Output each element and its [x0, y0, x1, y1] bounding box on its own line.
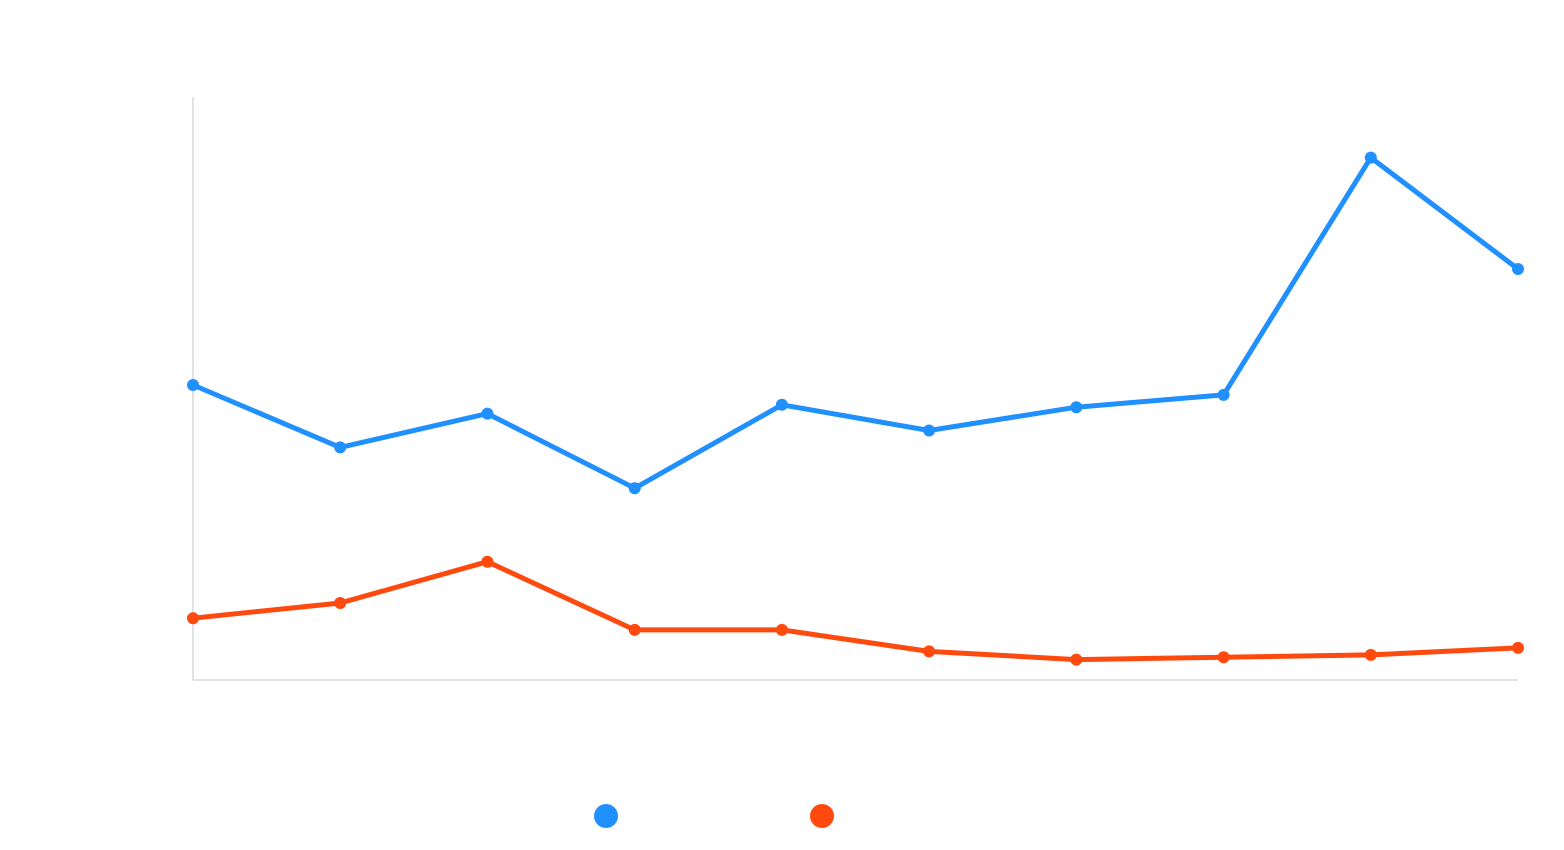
series-2-point-6[interactable]: [923, 645, 936, 658]
series-1-line: [190, 155, 1521, 491]
series-1-point-2[interactable]: [334, 441, 347, 454]
series-2-point-10[interactable]: [1512, 641, 1524, 654]
series-1-point-3[interactable]: [481, 407, 494, 420]
series-layer: [187, 151, 1524, 666]
legend-marker-series-2[interactable]: [810, 804, 834, 828]
series-2-point-4[interactable]: [628, 623, 641, 636]
series-1-point-5[interactable]: [775, 398, 788, 411]
series-2: [187, 555, 1524, 666]
series-1-point-9[interactable]: [1364, 151, 1377, 164]
series-1-point-6[interactable]: [923, 424, 936, 437]
series-2-point-3[interactable]: [481, 555, 494, 568]
series-2-line: [190, 559, 1521, 663]
series-1-point-4[interactable]: [628, 482, 641, 495]
series-1: [187, 151, 1524, 495]
legend: [594, 804, 834, 828]
series-2-point-1[interactable]: [187, 612, 199, 625]
series-1-point-10[interactable]: [1512, 263, 1524, 275]
series-2-point-2[interactable]: [334, 597, 347, 609]
series-1-point-7[interactable]: [1070, 401, 1083, 414]
series-1-point-1[interactable]: [187, 379, 199, 391]
series-1-point-8[interactable]: [1217, 388, 1230, 401]
legend-marker-series-1[interactable]: [594, 804, 618, 828]
series-2-point-8[interactable]: [1217, 651, 1230, 664]
series-2-point-7[interactable]: [1070, 653, 1083, 666]
series-2-point-5[interactable]: [775, 623, 788, 636]
series-2-point-9[interactable]: [1364, 648, 1377, 661]
